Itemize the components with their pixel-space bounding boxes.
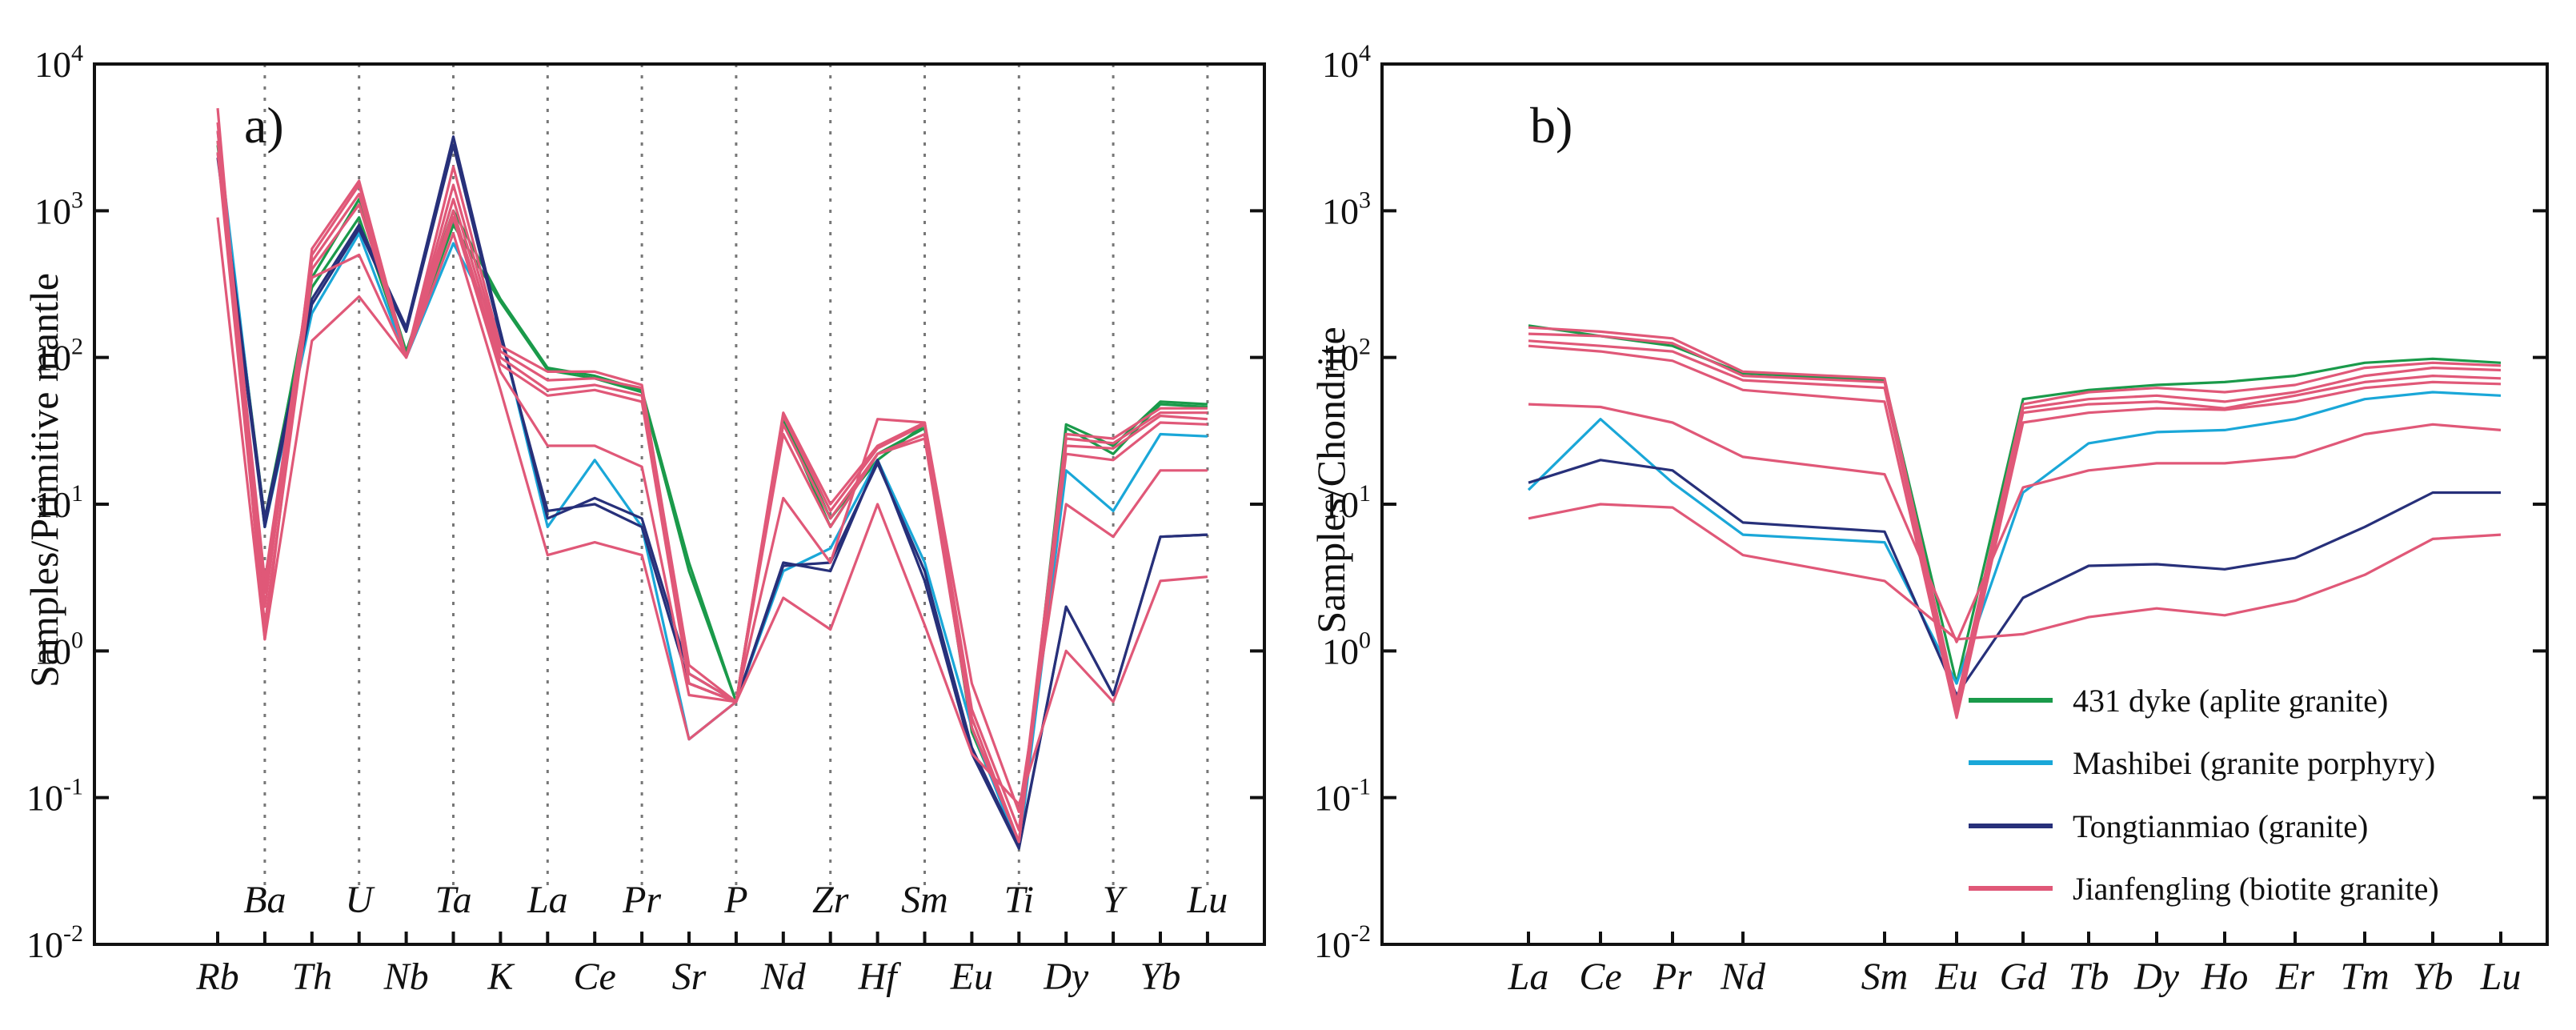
series-lines — [1527, 324, 2502, 719]
x-tick-label-tm: Tm — [2340, 956, 2389, 998]
y-tick-label: 101 — [1322, 480, 1371, 525]
panel-b: 104 103 102 101 100 10-1 10-2 La Ce Pr Nd Sm Eu Gd Tb D… — [1308, 40, 2549, 998]
series-line-9 — [1528, 503, 2502, 641]
y-axis-label: Samples/Primitive mantle — [22, 273, 66, 687]
x-tick-label-er: Er — [2275, 956, 2314, 998]
x-tick-label-gd: Gd — [2000, 956, 2048, 998]
y-tick-label: 100 — [34, 627, 83, 671]
y-tick-label: 103 — [1322, 186, 1371, 231]
x-tick-label-ho: Ho — [2201, 956, 2249, 998]
x-tick-label-hf: Hf — [858, 956, 902, 998]
x-tick-label-y: Y — [1103, 879, 1128, 921]
y-tick-label: 10-2 — [1314, 920, 1371, 965]
panel-a: 10410310210110010-110-2RbBaThUNbTaKLaCeP… — [22, 40, 1266, 998]
y-tick-label: 104 — [1322, 40, 1371, 85]
x-tick-label-sm: Sm — [1861, 956, 1909, 998]
x-tick-label-dy: Dy — [1043, 956, 1089, 998]
y-tick-label: 10-1 — [1314, 774, 1371, 819]
panel-label: a) — [244, 97, 284, 154]
x-tick-label-la: La — [527, 879, 568, 921]
x-tick-label-pr: Pr — [1653, 956, 1692, 998]
x-tick-label-eu: Eu — [1934, 956, 1977, 998]
x-tick-label-yb: Yb — [2413, 956, 2454, 998]
legend-label: Mashibei (granite porphyry) — [2073, 745, 2435, 781]
x-tick-label-pr: Pr — [622, 879, 661, 921]
y-tick-label: 102 — [1322, 334, 1371, 379]
y-tick-label: 100 — [1322, 627, 1371, 671]
y-tick-label: 103 — [34, 186, 83, 231]
x-tick-label-u: U — [345, 879, 375, 921]
series-line-8 — [1528, 403, 2502, 643]
y-tick-label: 10-2 — [26, 920, 83, 965]
x-tick-label-ta: Ta — [435, 879, 471, 921]
series-line-5 — [1528, 332, 2502, 711]
panel-label: b) — [1530, 97, 1572, 154]
x-tick-label-nb: Nb — [383, 956, 429, 998]
legend-label: Jianfengling (biotite granite) — [2073, 871, 2439, 907]
series-line-1 — [1528, 324, 2502, 685]
x-tick-label-lu: Lu — [1187, 879, 1228, 921]
y-tick-label: 102 — [34, 334, 83, 379]
y-tick-label: 10-1 — [26, 774, 83, 819]
x-tick-label-zr: Zr — [812, 879, 849, 921]
x-tick-label-ce: Ce — [574, 956, 616, 998]
legend-label: 431 dyke (aplite granite) — [2073, 683, 2388, 719]
series-line-4 — [1528, 326, 2502, 703]
series-line-2 — [1527, 391, 2502, 685]
x-tick-label-ti: Ti — [1004, 879, 1034, 921]
series-line-10 — [216, 152, 1208, 814]
series-line-9 — [216, 140, 1208, 844]
x-tick-label-p: P — [723, 879, 747, 921]
y-tick-label: 104 — [34, 40, 83, 85]
x-tick-label-sm: Sm — [901, 879, 948, 921]
x-tick-label-rb: Rb — [195, 956, 238, 998]
x-tick-label-sr: Sr — [672, 956, 707, 998]
x-tick-label-nd: Nd — [760, 956, 807, 998]
y-tick-label: 101 — [34, 480, 83, 525]
series-line-3 — [1528, 459, 2501, 697]
series-line-6 — [1528, 339, 2502, 715]
x-tick-label-lu: Lu — [2480, 956, 2522, 998]
x-tick-label-nd: Nd — [1720, 956, 1766, 998]
x-tick-label-yb: Yb — [1140, 956, 1181, 998]
x-tick-label-k: K — [487, 956, 515, 998]
x-tick-label-la: La — [1508, 956, 1549, 998]
x-tick-label-ba: Ba — [243, 879, 286, 921]
x-tick-label-tb: Tb — [2069, 956, 2109, 998]
legend-label: Tongtianmiao (granite) — [2073, 808, 2368, 844]
series-line-7 — [1528, 344, 2502, 719]
x-tick-label-ce: Ce — [1579, 956, 1621, 998]
plot-frame — [1380, 62, 2549, 946]
legend: 431 dyke (aplite granite) Mashibei (grani… — [1969, 683, 2439, 907]
y-axis-label: Samples/Chondrite — [1308, 327, 1353, 633]
x-tick-label-eu: Eu — [950, 956, 993, 998]
series-lines — [216, 108, 1208, 850]
x-tick-label-dy: Dy — [2133, 956, 2180, 998]
series-line-11 — [216, 217, 1208, 806]
x-tick-label-th: Th — [291, 956, 332, 998]
